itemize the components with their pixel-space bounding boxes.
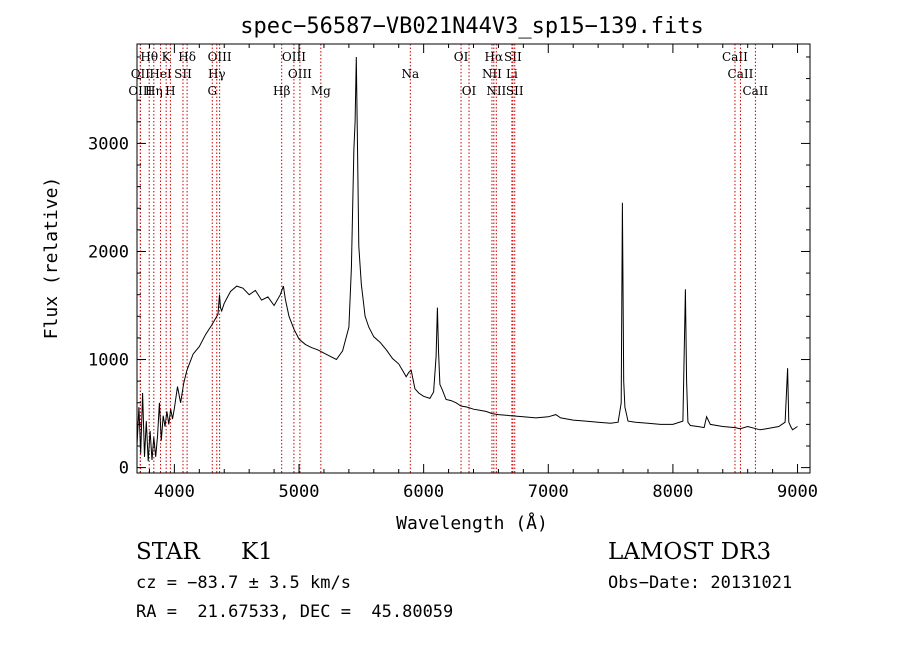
marker-label: K xyxy=(162,50,172,64)
marker-label: H xyxy=(165,84,175,98)
plot-frame xyxy=(136,43,811,474)
marker-label: OIII xyxy=(282,50,306,64)
spectrum-line xyxy=(136,56,798,462)
marker-label: OII xyxy=(131,67,151,81)
redshift-velocity: cz = −83.7 ± 3.5 km/s xyxy=(136,573,351,593)
x-tick-label: 5000 xyxy=(279,482,320,502)
marker-label: OI xyxy=(462,84,477,98)
y-axis: 0 1000 2000 3000 xyxy=(88,56,810,479)
marker-label: SII xyxy=(174,67,192,81)
survey-name: LAMOST DR3 xyxy=(608,539,772,565)
y-tick-label: 0 xyxy=(119,459,129,479)
marker-label: OIII xyxy=(128,84,152,98)
marker-label: HeI xyxy=(149,67,172,81)
marker-label: Hβ xyxy=(273,84,290,98)
x-axis-label: Wavelength (Å) xyxy=(396,512,548,534)
y-axis-label: Flux (relative) xyxy=(41,177,62,340)
x-tick-label: 8000 xyxy=(652,482,693,502)
marker-label: NII xyxy=(482,67,502,81)
marker-label: OIII xyxy=(208,50,232,64)
x-tick-label: 7000 xyxy=(528,482,569,502)
marker-label: CaII xyxy=(742,84,768,98)
y-tick-label: 2000 xyxy=(88,242,129,262)
marker-label: SII xyxy=(504,50,522,64)
marker-label: Hα xyxy=(485,50,504,64)
marker-label: OI xyxy=(454,50,469,64)
x-tick-label: 9000 xyxy=(777,482,818,502)
marker-label: Hθ xyxy=(140,50,158,64)
chart-title: spec−56587−VB021N44V3_sp15−139.fits xyxy=(240,14,704,39)
y-tick-label: 3000 xyxy=(88,134,129,154)
marker-label: Hγ xyxy=(208,67,226,81)
marker-label: CaII xyxy=(728,67,754,81)
marker-label: NII xyxy=(486,84,506,98)
marker-label: SII xyxy=(506,84,524,98)
marker-label: Mg xyxy=(311,84,331,98)
marker-label: OIII xyxy=(288,67,312,81)
x-tick-label: 4000 xyxy=(154,482,195,502)
x-tick-label: 6000 xyxy=(403,482,444,502)
marker-label: Na xyxy=(401,67,419,81)
marker-label: Hδ xyxy=(178,50,196,64)
x-axis: 4000 5000 6000 7000 8000 9000 xyxy=(148,44,818,502)
y-tick-label: 1000 xyxy=(88,351,129,371)
marker-label: G xyxy=(207,84,217,98)
object-subclass: K1 xyxy=(241,539,273,565)
marker-label: Li xyxy=(506,67,518,81)
observation-date: Obs−Date: 20131021 xyxy=(608,573,793,593)
sky-coordinates: RA = 21.67533, DEC = 45.80059 xyxy=(136,602,454,622)
object-class: STAR xyxy=(136,539,200,565)
marker-label: CaII xyxy=(722,50,748,64)
marker-label: Hη xyxy=(145,84,163,98)
